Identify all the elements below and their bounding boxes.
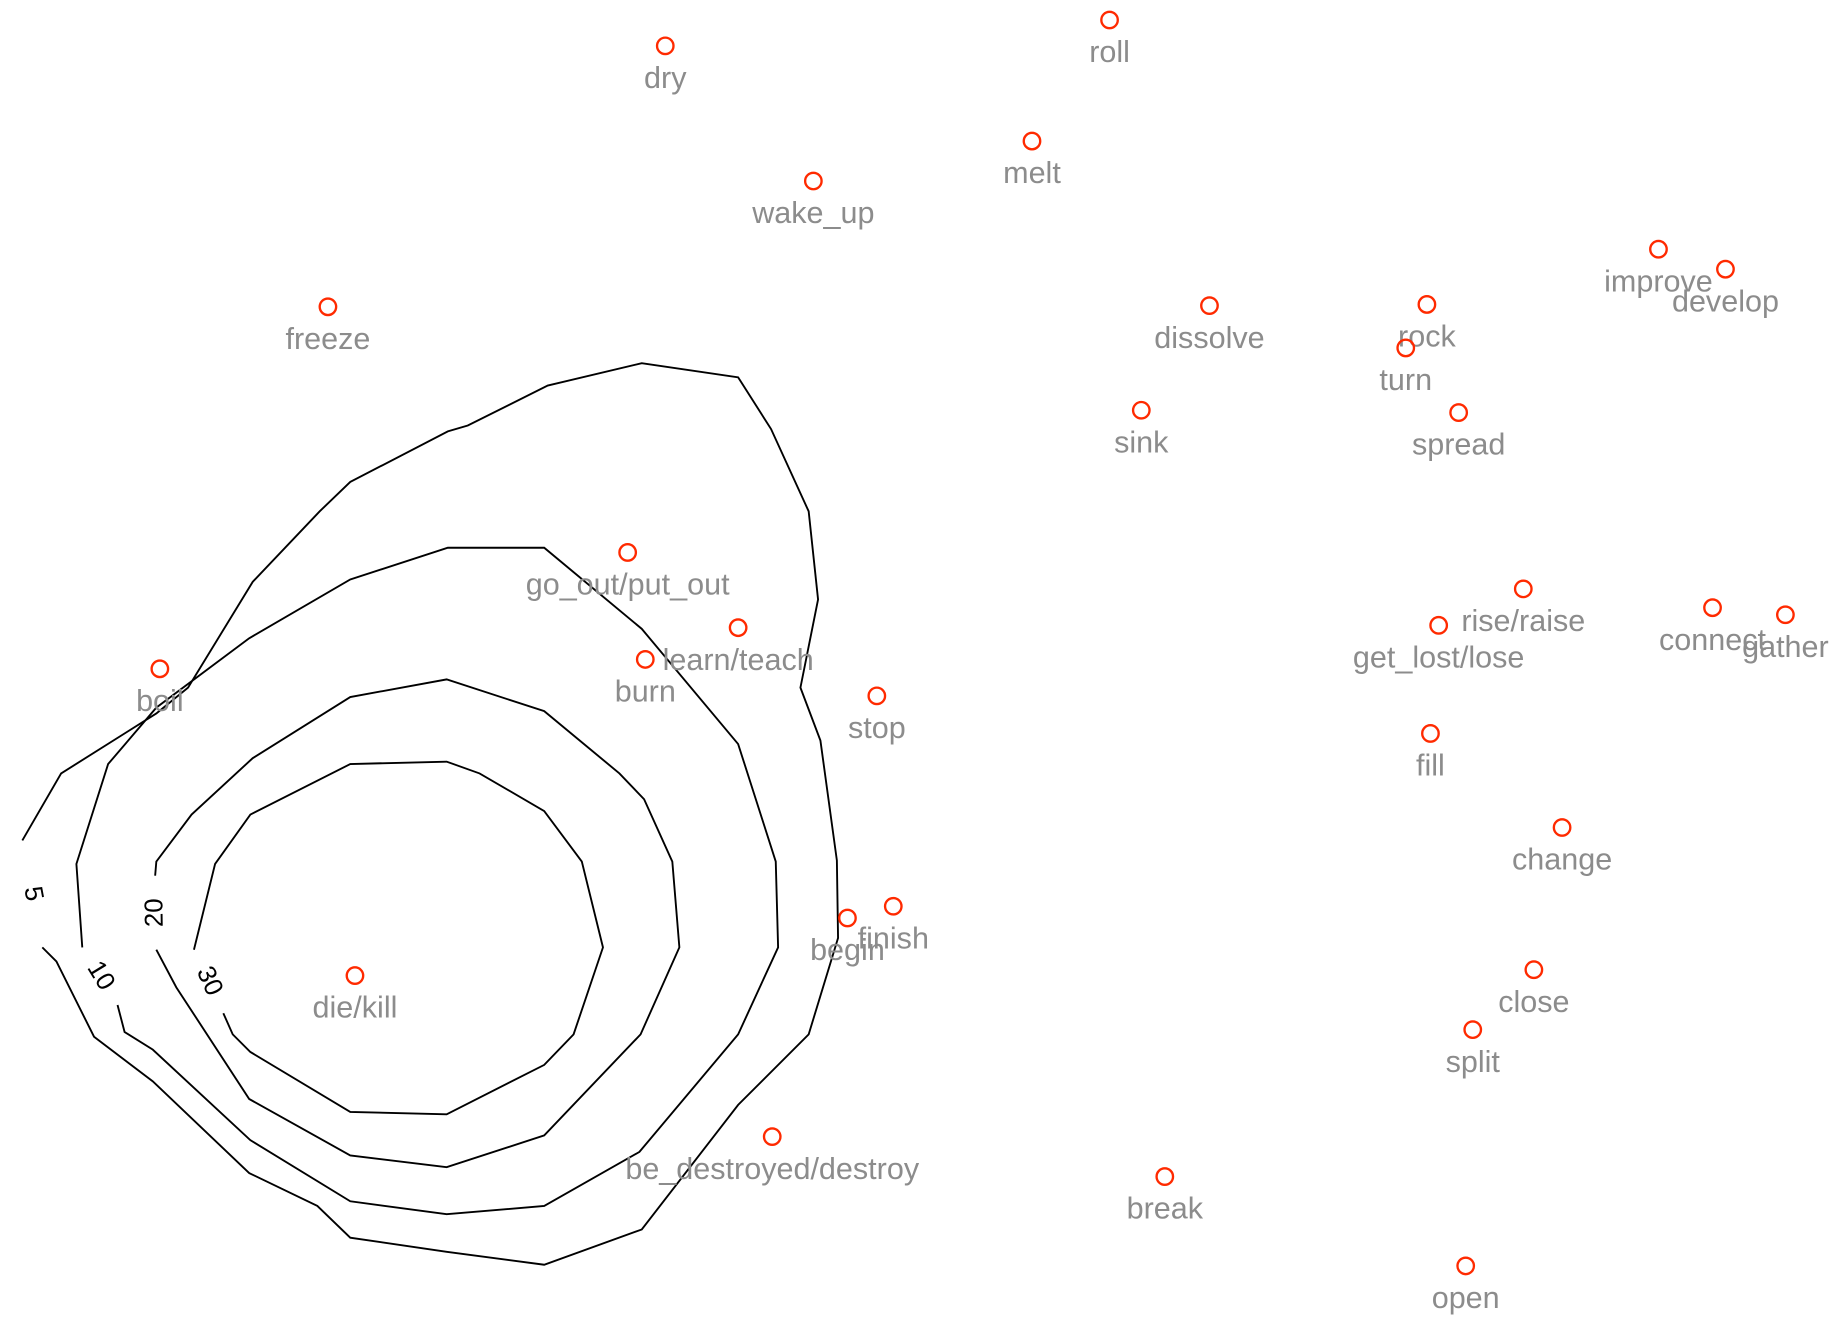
- point: [728, 618, 748, 638]
- point-label: gather: [1742, 630, 1829, 664]
- point-label: learn/teach: [663, 643, 814, 677]
- point-label: improve: [1604, 264, 1713, 298]
- point: [655, 36, 675, 56]
- point-label: die/kill: [313, 991, 398, 1025]
- point-label: dry: [644, 61, 687, 95]
- contour-line: [193, 760, 604, 1116]
- point-label: boil: [136, 684, 184, 718]
- point: [618, 543, 638, 562]
- point-label: roll: [1089, 35, 1130, 69]
- point-label: rock: [1398, 320, 1456, 354]
- point-label: open: [1432, 1281, 1500, 1315]
- point: [345, 966, 365, 985]
- point-label: break: [1127, 1192, 1204, 1226]
- point-label: stop: [848, 711, 906, 745]
- point: [1421, 724, 1440, 743]
- point: [838, 908, 857, 928]
- contour-label: 10: [81, 956, 120, 995]
- point: [1022, 131, 1042, 151]
- point-label: go_out/put_out: [526, 568, 730, 602]
- point-label: close: [1498, 985, 1569, 1019]
- point: [1396, 338, 1416, 358]
- point: [1100, 10, 1119, 30]
- point-label: be_destroyed/destroy: [625, 1152, 920, 1186]
- point-label: get_lost/lose: [1353, 640, 1525, 674]
- contour-line: [21, 362, 839, 1266]
- point: [1703, 598, 1722, 618]
- point-label: fill: [1416, 749, 1445, 783]
- point-label: dissolve: [1154, 321, 1264, 355]
- point-label: spread: [1412, 428, 1505, 462]
- point: [1429, 615, 1449, 635]
- contour-line: [75, 546, 780, 1216]
- point: [1524, 960, 1544, 980]
- contours: 5 10 20 30: [18, 362, 839, 1266]
- point-label: rise/raise: [1461, 604, 1585, 638]
- point: [867, 686, 887, 706]
- point: [1776, 605, 1795, 625]
- point: [1417, 295, 1437, 314]
- point: [1513, 579, 1533, 599]
- point: [1716, 259, 1735, 279]
- point: [1131, 400, 1151, 420]
- point: [1552, 818, 1572, 837]
- point: [318, 297, 338, 317]
- point-label: sink: [1114, 425, 1169, 459]
- point: [635, 650, 655, 669]
- point-label: wake_up: [751, 196, 874, 230]
- point: [1649, 239, 1668, 259]
- contour-label: 5: [18, 884, 48, 903]
- point: [762, 1127, 782, 1147]
- point-label: freeze: [285, 322, 370, 356]
- point: [1155, 1167, 1175, 1186]
- point: [1463, 1020, 1483, 1040]
- point: [1200, 296, 1219, 316]
- point-label: finish: [858, 921, 929, 955]
- point-label: burn: [615, 675, 676, 709]
- contour-label: 30: [191, 962, 228, 1000]
- contour-line: [154, 678, 681, 1169]
- point: [883, 896, 903, 916]
- point-label: develop: [1672, 284, 1779, 318]
- point-label: split: [1446, 1045, 1501, 1079]
- point: [1456, 1256, 1476, 1276]
- point: [803, 171, 823, 191]
- point-label: connect: [1659, 623, 1767, 657]
- contour-label: 20: [140, 898, 168, 927]
- point-label: begin: [810, 933, 885, 967]
- point: [150, 659, 170, 679]
- point-label: change: [1512, 843, 1612, 877]
- point-label: turn: [1379, 363, 1432, 397]
- point-label: melt: [1003, 156, 1061, 190]
- point: [1449, 403, 1469, 422]
